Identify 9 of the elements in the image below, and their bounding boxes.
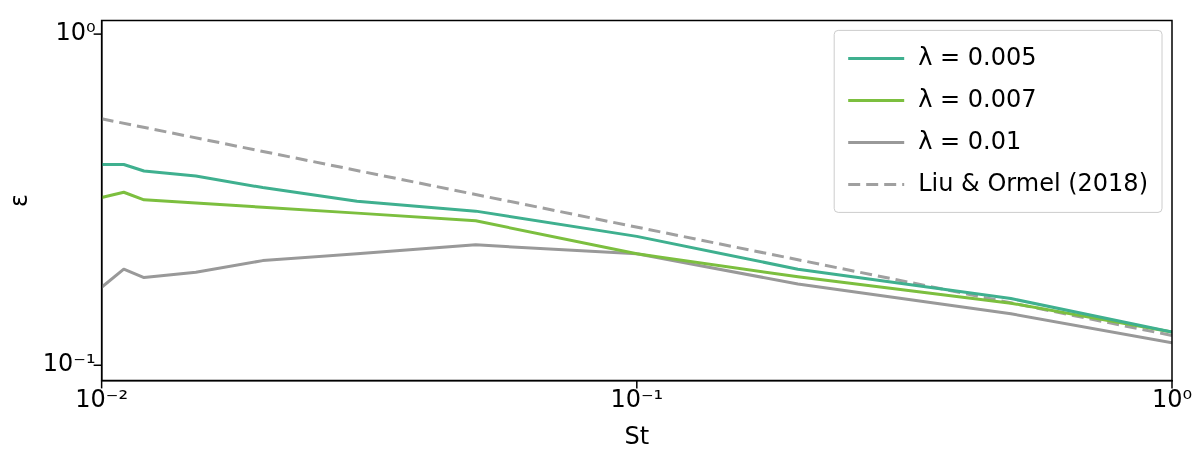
y-axis-title: ε <box>4 193 33 207</box>
x-axis-title: St <box>624 421 650 450</box>
legend-label: λ = 0.01 <box>918 126 1022 155</box>
legend-label: λ = 0.005 <box>918 42 1037 71</box>
x-tick-label: 10⁻² <box>75 385 129 414</box>
legend-label: λ = 0.007 <box>918 84 1037 113</box>
x-tick-label: 10⁰ <box>1151 385 1193 414</box>
legend-label: Liu & Ormel (2018) <box>918 168 1149 197</box>
x-tick-label: 10⁻¹ <box>610 385 664 414</box>
